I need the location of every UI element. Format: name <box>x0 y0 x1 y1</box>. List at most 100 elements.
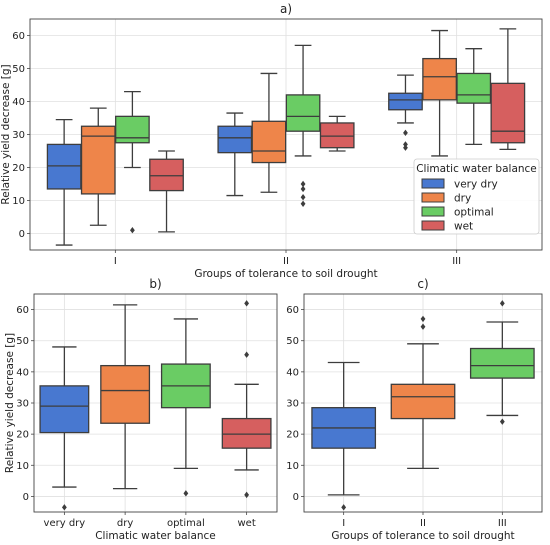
legend-swatch <box>421 178 445 189</box>
box-group <box>285 44 321 207</box>
y-tick-label: 30 <box>12 130 25 141</box>
x-tick-label: wet <box>237 518 255 529</box>
y-tick-label: 10 <box>12 196 25 207</box>
box-group <box>251 72 287 193</box>
panel-title: c) <box>417 277 428 291</box>
flier-point <box>244 351 250 358</box>
box-iqr <box>100 364 151 424</box>
box-group <box>388 74 423 151</box>
x-axis-label: Groups of tolerance to soil drought <box>194 268 377 280</box>
flier-point <box>499 300 505 307</box>
box-iqr <box>469 347 535 379</box>
y-tick-label: 0 <box>19 229 25 240</box>
box-iqr <box>149 158 184 192</box>
flier-point <box>244 491 250 499</box>
box-iqr <box>251 120 287 164</box>
plot-frame <box>29 18 543 251</box>
y-tick-label: 60 <box>286 305 299 316</box>
box-iqr <box>39 385 90 434</box>
box-group <box>221 300 272 499</box>
legend-swatch <box>421 206 445 217</box>
flier-point <box>300 194 306 201</box>
plot-frame <box>33 293 278 513</box>
box-group <box>319 115 355 152</box>
panel-title: a) <box>280 2 292 16</box>
box-group <box>46 119 82 246</box>
legend-label: wet <box>454 221 473 233</box>
box-iqr <box>390 383 456 420</box>
y-tick-label: 0 <box>23 492 29 503</box>
y-axis-label: Relative yield decrease [g] <box>4 333 16 473</box>
box-iqr <box>319 122 355 149</box>
box-group <box>390 315 456 470</box>
y-tick-label: 20 <box>286 430 299 441</box>
box-group <box>311 361 377 511</box>
legend-label: very dry <box>454 179 498 191</box>
box-iqr <box>285 94 321 132</box>
legend-box <box>413 158 540 235</box>
box-group <box>80 107 116 226</box>
x-tick-label: I <box>114 256 117 267</box>
box-iqr <box>456 72 492 104</box>
flier-point <box>420 315 426 323</box>
y-axis-label: Relative yield decrease [g] <box>0 64 12 204</box>
panel-title: b) <box>149 277 161 291</box>
box-group <box>39 346 90 511</box>
box-iqr <box>115 115 150 144</box>
x-tick-label: III <box>498 518 507 529</box>
flier-point <box>403 141 408 148</box>
legend-label: optimal <box>454 207 494 219</box>
box-group <box>469 300 535 425</box>
y-tick-label: 50 <box>286 336 299 347</box>
y-tick-label: 0 <box>293 492 299 503</box>
box-group <box>115 90 150 234</box>
y-tick-label: 60 <box>16 305 29 316</box>
y-tick-label: 30 <box>16 399 29 410</box>
x-tick-label: II <box>283 256 289 267</box>
legend-label: dry <box>454 193 471 205</box>
legend-title: Climatic water balance <box>416 163 537 175</box>
flier-point <box>300 185 306 193</box>
flier-point <box>341 504 347 511</box>
x-tick-label: I <box>342 518 345 529</box>
box-group <box>422 29 457 157</box>
legend-swatch <box>421 220 445 231</box>
box-group <box>456 48 492 146</box>
box-iqr <box>388 92 423 111</box>
y-tick-label: 30 <box>286 399 299 410</box>
y-tick-label: 40 <box>286 367 299 378</box>
flier-point <box>300 200 306 207</box>
flier-point <box>403 129 408 137</box>
x-tick-label: II <box>420 518 426 529</box>
box-iqr <box>490 82 526 144</box>
box-group <box>160 318 211 497</box>
y-tick-label: 60 <box>12 31 25 42</box>
box-iqr <box>46 143 82 190</box>
y-tick-label: 50 <box>16 336 29 347</box>
y-tick-label: 20 <box>12 163 25 174</box>
box-group <box>100 304 151 490</box>
flier-point <box>61 504 67 511</box>
box-group <box>490 28 526 151</box>
flier-point <box>420 323 426 330</box>
x-tick-label: very dry <box>44 518 86 529</box>
box-group <box>217 112 253 197</box>
flier-point <box>499 418 505 425</box>
x-tick-label: dry <box>117 518 133 529</box>
y-tick-label: 20 <box>16 430 29 441</box>
x-tick-label: optimal <box>167 518 205 529</box>
flier-point <box>244 300 250 307</box>
y-tick-label: 40 <box>12 97 25 108</box>
legend-swatch <box>421 192 445 203</box>
plot-frame <box>303 293 543 513</box>
box-iqr <box>80 125 116 195</box>
box-group <box>149 150 184 233</box>
flier-point <box>403 144 408 151</box>
y-tick-label: 50 <box>12 64 25 75</box>
flier-point <box>183 490 189 497</box>
box-iqr <box>217 125 253 154</box>
x-tick-label: III <box>452 256 461 267</box>
y-tick-label: 10 <box>286 461 299 472</box>
box-iqr <box>422 57 457 101</box>
